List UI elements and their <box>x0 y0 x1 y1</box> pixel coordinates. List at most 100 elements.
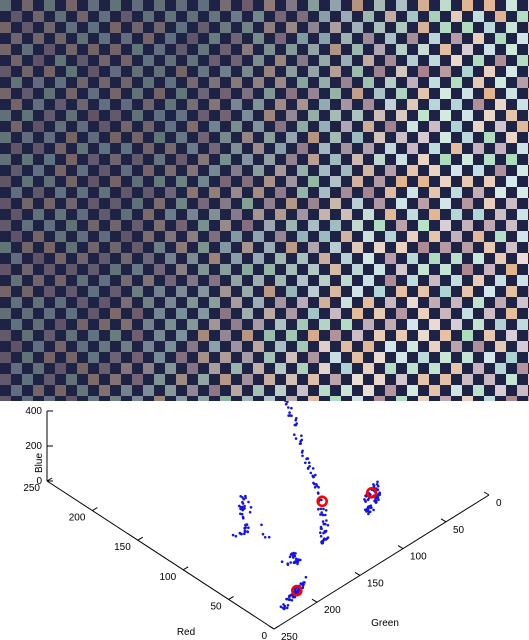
checker-cell <box>55 99 66 110</box>
checker-cell <box>440 286 451 297</box>
checker-cell <box>55 121 66 132</box>
data-point <box>324 509 328 512</box>
checker-cell <box>495 55 506 66</box>
checker-cell <box>99 187 110 198</box>
checker-cell <box>187 319 198 330</box>
checker-cell <box>352 0 363 11</box>
checker-cell <box>187 275 198 286</box>
checker-cell <box>44 352 55 363</box>
checker-cell <box>275 33 286 44</box>
data-point <box>295 417 298 420</box>
checker-cell <box>418 110 429 121</box>
data-point <box>365 510 369 513</box>
checker-cell <box>396 110 407 121</box>
checker-cell <box>275 275 286 286</box>
checker-cell <box>44 308 55 319</box>
checker-cell <box>352 308 363 319</box>
checker-cell <box>209 55 220 66</box>
data-point <box>296 562 299 566</box>
checker-cell <box>330 198 341 209</box>
checker-cell <box>264 220 275 231</box>
checker-cell <box>132 396 143 401</box>
checker-cell <box>451 253 462 264</box>
green-tick-label: 200 <box>324 605 341 616</box>
data-point <box>244 496 247 500</box>
checker-cell <box>176 22 187 33</box>
checker-cell <box>165 253 176 264</box>
checker-cell <box>77 33 88 44</box>
checker-cell <box>22 66 33 77</box>
checker-cell <box>77 253 88 264</box>
checker-cell <box>385 319 396 330</box>
checker-cell <box>495 187 506 198</box>
data-point <box>286 401 289 403</box>
checker-cell <box>121 209 132 220</box>
checker-cell <box>517 209 528 220</box>
red-tick-label: 150 <box>114 542 131 553</box>
checker-cell <box>209 11 220 22</box>
checker-cell <box>143 99 154 110</box>
green-tick-label: 0 <box>496 498 502 509</box>
centroid-layer <box>290 487 378 597</box>
checker-cell <box>33 341 44 352</box>
checker-cell <box>297 121 308 132</box>
checker-cell <box>209 341 220 352</box>
checker-cell <box>143 319 154 330</box>
checker-cell <box>297 341 308 352</box>
checker-cell <box>154 132 165 143</box>
data-point <box>243 504 246 508</box>
checker-cell <box>55 297 66 308</box>
checker-cell <box>231 187 242 198</box>
checker-cell <box>385 33 396 44</box>
checker-cell <box>220 88 231 99</box>
checker-cell <box>77 341 88 352</box>
checker-cell <box>297 33 308 44</box>
checker-cell <box>132 110 143 121</box>
red-tick-mark <box>46 477 53 482</box>
checker-cell <box>187 385 198 396</box>
checker-cell <box>165 99 176 110</box>
checker-cell <box>451 231 462 242</box>
checker-cell <box>418 198 429 209</box>
green-tick-mark <box>354 571 361 576</box>
checker-cell <box>99 275 110 286</box>
checker-cell <box>11 363 22 374</box>
checker-cell <box>99 297 110 308</box>
checker-cell <box>220 198 231 209</box>
checker-cell <box>473 187 484 198</box>
checker-cell <box>341 341 352 352</box>
checker-cell <box>517 275 528 286</box>
checker-cell <box>341 385 352 396</box>
checker-cell <box>143 231 154 242</box>
checker-cell <box>440 110 451 121</box>
checker-cell <box>275 297 286 308</box>
checker-cell <box>462 0 473 11</box>
green-tick-mark <box>397 545 404 550</box>
checker-cell <box>220 0 231 11</box>
checker-cell <box>330 396 341 401</box>
checker-cell <box>22 22 33 33</box>
checker-cell <box>275 55 286 66</box>
checker-cell <box>341 11 352 22</box>
checker-cell <box>0 286 11 297</box>
checker-cell <box>330 22 341 33</box>
checker-cell <box>264 396 275 401</box>
checker-cell <box>121 341 132 352</box>
checker-cell <box>143 11 154 22</box>
checker-cell <box>319 341 330 352</box>
checker-cell <box>330 330 341 341</box>
checker-cell <box>44 88 55 99</box>
checker-cell <box>187 187 198 198</box>
checker-cell <box>462 374 473 385</box>
checker-cell <box>506 396 517 401</box>
data-point <box>320 527 323 530</box>
checker-cell <box>154 242 165 253</box>
checker-cell <box>385 363 396 374</box>
checker-cell <box>462 330 473 341</box>
checker-cell <box>33 77 44 88</box>
checker-cell <box>231 55 242 66</box>
checker-cell <box>396 0 407 11</box>
checker-cell <box>220 396 231 401</box>
checker-cell <box>484 286 495 297</box>
checker-cell <box>55 319 66 330</box>
